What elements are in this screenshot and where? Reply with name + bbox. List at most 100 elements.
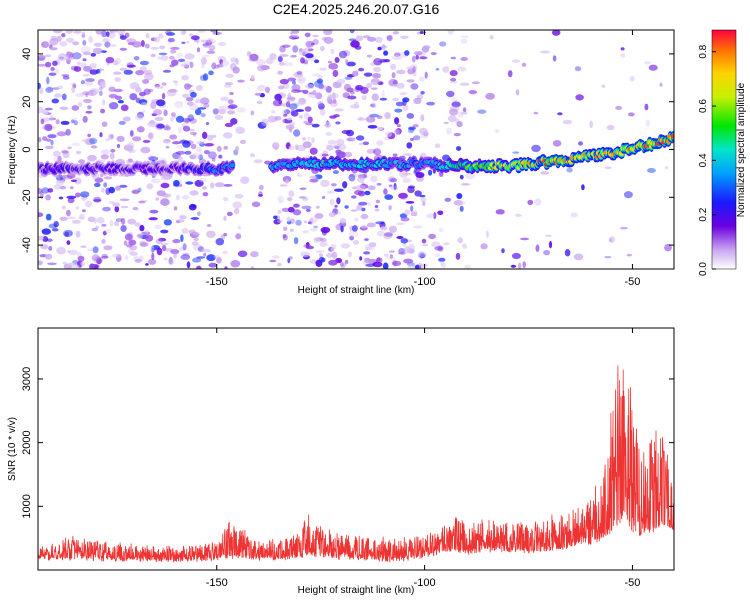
spectrogram-noise-cell: [113, 221, 120, 227]
spectrogram-noise-cell: [288, 190, 295, 197]
spectrogram-noise-cell: [203, 103, 210, 108]
spectrogram-noise-cell: [40, 118, 45, 125]
spectrogram-noise-cell: [570, 212, 578, 218]
spectrogram-noise-cell: [61, 205, 66, 210]
spectrogram-noise-cell: [340, 225, 344, 233]
spectrogram-noise-cell: [83, 51, 91, 56]
spectrogram-noise-cell: [171, 112, 176, 117]
spectrogram-noise-cell: [175, 115, 185, 123]
spectrogram-noise-cell: [271, 110, 276, 114]
spectrogram-noise-cell: [307, 48, 314, 52]
spectrogram-noise-cell: [346, 61, 356, 67]
spectrogram-noise-cell: [142, 109, 146, 113]
spectrogram-noise-cell: [277, 262, 282, 267]
spectrogram-noise-cell: [396, 236, 404, 239]
spectrogram-noise-cell: [84, 81, 93, 86]
spectrogram-noise-cell: [166, 89, 177, 97]
spectrogram-noise-cell: [205, 122, 210, 125]
spectrogram-noise-cell: [352, 240, 360, 245]
spectrogram-noise-cell: [356, 204, 363, 211]
spectrogram-noise-cell: [589, 120, 593, 129]
spectrogram-noise-cell: [456, 193, 463, 199]
spectrogram-noise-cell: [307, 136, 311, 141]
spectrogram-noise-cell: [148, 88, 154, 93]
spectrogram-noise-cell: [659, 82, 663, 87]
spectrogram-noise-cell: [358, 67, 365, 72]
spectrogram-noise-cell: [348, 173, 356, 182]
spectrogram-noise-cell: [223, 146, 228, 150]
spectrogram-noise-cell: [628, 112, 635, 117]
spectrogram-noise-cell: [88, 35, 93, 43]
spectrogram-noise-cell: [113, 71, 122, 75]
spectrogram-noise-cell: [85, 78, 95, 83]
spectrogram-noise-cell: [226, 211, 233, 217]
spectrogram-noise-cell: [362, 141, 370, 146]
spectrogram-noise-cell: [120, 205, 129, 209]
spectrogram-noise-cell: [82, 73, 91, 77]
spectrogram-noise-cell: [58, 196, 64, 200]
spectrogram-noise-cell: [102, 99, 106, 106]
spectrogram-noise-cell: [190, 217, 200, 220]
spectrogram-noise-cell: [543, 249, 551, 256]
spectrogram-noise-cell: [70, 186, 74, 189]
spectrogram-noise-cell: [315, 92, 323, 100]
spectrogram-noise-cell: [173, 180, 180, 187]
spectrogram-noise-cell: [370, 78, 380, 83]
spectrogram-noise-cell: [435, 68, 440, 71]
spectrogram-noise-cell: [468, 90, 478, 95]
spectrogram-noise-cell: [385, 131, 393, 137]
spectrogram-noise-cell: [296, 144, 306, 152]
spectrogram-noise-cell: [206, 230, 216, 238]
spectrogram-noise-cell: [250, 251, 259, 258]
spectrogram-noise-cell: [522, 261, 526, 269]
spectrogram-noise-cell: [374, 205, 379, 208]
spectrogram-noise-cell: [206, 50, 216, 54]
spectrogram-noise-cell: [415, 172, 425, 178]
spectrogram-noise-cell: [449, 70, 458, 77]
spectrogram-noise-cell: [332, 69, 339, 78]
spectrogram-noise-cell: [194, 108, 202, 116]
spectrogram-noise-cell: [273, 116, 282, 121]
spectrogram-noise-cell: [404, 209, 410, 216]
spectrogram-noise-cell: [327, 94, 333, 102]
spectrogram-noise-cell: [150, 46, 160, 50]
spectrogram-noise-cell: [377, 115, 383, 119]
spectrogram-noise-cell: [85, 92, 89, 97]
spectrogram-noise-cell: [406, 113, 415, 119]
spectrogram-noise-cell: [367, 36, 376, 42]
spectrogram-noise-cell: [343, 262, 347, 267]
spectrogram-noise-cell: [156, 99, 166, 107]
spectrogram-noise-cell: [256, 100, 263, 105]
spectrogram-noise-cell: [190, 35, 200, 40]
spectrogram-ridge-layer: [38, 130, 674, 177]
spectrogram-noise-cell: [175, 219, 185, 223]
spectrogram-noise-cell: [282, 175, 292, 183]
spectrogram-noise-cell: [390, 186, 399, 191]
spectrogram-noise-cell: [480, 243, 488, 250]
spectrogram-noise-cell: [361, 95, 367, 101]
spectrogram-noise-cell: [190, 204, 197, 208]
spectrogram-noise-cell: [360, 225, 368, 229]
spectrogram-noise-cell: [373, 66, 381, 73]
spectrogram-noise-cell: [57, 180, 65, 184]
spectrogram-noise-cell: [276, 219, 284, 223]
spectrogram-noise-cell: [351, 225, 358, 232]
spectrogram-noise-cell: [489, 35, 494, 40]
spectrogram-noise-cell: [404, 50, 410, 56]
spectrogram-noise-cell: [75, 192, 81, 198]
spectrogram-noise-cell: [288, 97, 296, 100]
spectrogram-noise-cell: [426, 213, 435, 219]
spectrogram-noise-cell: [552, 30, 561, 36]
spectrogram-noise-cell: [112, 253, 122, 258]
spectrogram-noise-cell: [287, 77, 297, 82]
spectrogram-noise-cell: [147, 155, 155, 161]
spectrogram-noise-cell: [265, 86, 271, 94]
spectrogram-noise-cell: [52, 150, 61, 157]
spectrogram-noise-cell: [189, 117, 197, 124]
spectrogram-noise-cell: [573, 253, 584, 261]
spectrogram-noise-cell: [65, 30, 73, 34]
spectrogram-noise-cell: [548, 240, 553, 249]
spectrogram-noise-cell: [444, 197, 452, 202]
spectrogram-noise-cell: [351, 195, 357, 199]
spectrogram-noise-cell: [129, 130, 134, 137]
